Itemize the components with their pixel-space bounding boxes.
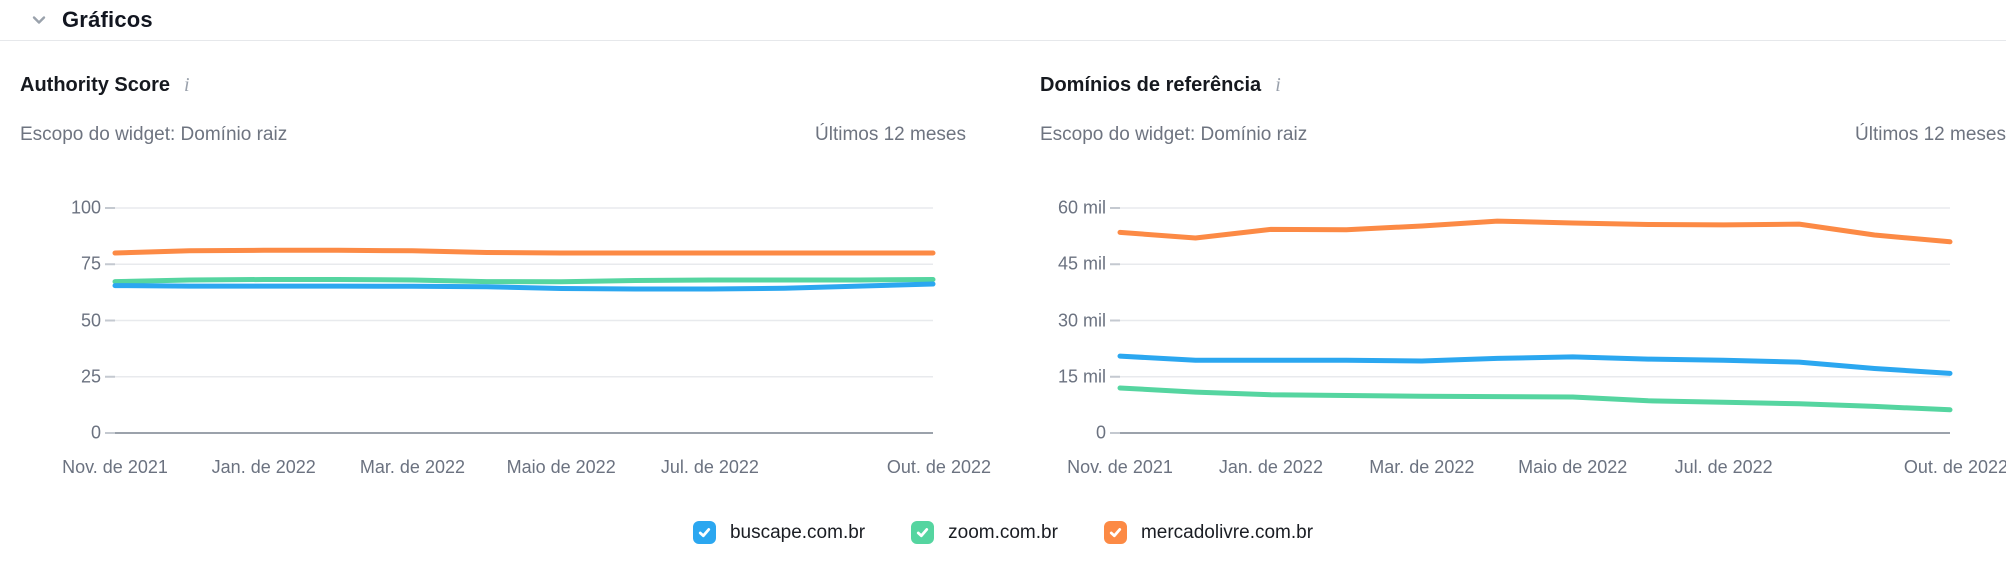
referring-domains-widget: Domínios de referência i Escopo do widge… <box>1040 71 2006 485</box>
y-axis: 100 75 50 25 0 <box>20 195 115 485</box>
y-tick-label: 50 <box>80 310 101 330</box>
y-tick-label: 30 mil <box>1057 310 1106 330</box>
x-tick-label: Jul. de 2022 <box>660 457 759 477</box>
x-tick-label: Maio de 2022 <box>506 457 616 477</box>
series-line-mercadolivre.com.br <box>112 247 936 256</box>
legend: buscape.com.br zoom.com.br mercadolivre.… <box>0 521 2006 544</box>
y-tick-label: 0 <box>90 422 101 443</box>
section-header[interactable]: Gráficos <box>0 0 2006 41</box>
y-tick-label: 25 <box>80 366 101 387</box>
series-line-buscape.com.br <box>1117 353 1953 376</box>
line-chart-canvas <box>1110 207 1953 434</box>
series-line-zoom.com.br <box>112 277 936 285</box>
widget-scope-label: Escopo do widget: Domínio raiz <box>1040 124 1308 145</box>
x-tick-label: Nov. de 2021 <box>1067 457 1173 477</box>
y-tick-label: 60 mil <box>1057 197 1106 218</box>
legend-label: mercadolivre.com.br <box>1140 521 1314 543</box>
checkbox-checked-icon[interactable] <box>692 521 716 544</box>
y-tick-label: 75 <box>80 253 101 274</box>
x-tick-label: Mar. de 2022 <box>1369 457 1475 477</box>
chevron-down-icon[interactable] <box>30 11 48 29</box>
x-tick-label: Maio de 2022 <box>1518 457 1628 477</box>
info-icon[interactable]: i <box>1275 74 1281 96</box>
plot-area: Nov. de 2021 Jan. de 2022 Mar. de 2022 Maio… <box>1067 195 2006 485</box>
x-tick-label: Jul. de 2022 <box>1674 457 1773 477</box>
plot-area: Nov. de 2021 Jan. de 2022 Mar. de 2022 Maio… <box>62 195 991 485</box>
legend-item-zoom[interactable]: zoom.com.br <box>911 521 1058 544</box>
y-tick-label: 100 <box>70 197 101 218</box>
y-tick-label: 45 mil <box>1057 253 1106 274</box>
line-chart-canvas <box>105 207 936 434</box>
legend-label: zoom.com.br <box>948 521 1058 543</box>
chart-title: Domínios de referência <box>1040 73 1262 96</box>
x-tick-label: Out. de 2022 <box>886 457 991 477</box>
series-line-mercadolivre.com.br <box>1117 218 1953 245</box>
x-axis: Nov. de 2021 Jan. de 2022 Mar. de 2022 Maio… <box>62 455 991 485</box>
series-line-buscape.com.br <box>112 281 936 292</box>
chart-title: Authority Score <box>20 73 171 96</box>
x-tick-label: Nov. de 2021 <box>62 457 168 477</box>
checkbox-checked-icon[interactable] <box>911 521 935 544</box>
x-tick-label: Jan. de 2022 <box>211 457 316 477</box>
x-tick-label: Mar. de 2022 <box>359 457 465 477</box>
legend-item-buscape[interactable]: buscape.com.br <box>692 521 866 544</box>
referring-domains-chart: 60 mil 45 mil 30 mil 15 mil 0 Nov. de 2021 Ja… <box>1040 195 2006 485</box>
y-axis: 60 mil 45 mil 30 mil 15 mil 0 <box>1040 195 1120 485</box>
section-title: Gráficos <box>62 7 153 32</box>
legend-item-mercadolivre[interactable]: mercadolivre.com.br <box>1103 521 1314 544</box>
authority-score-chart: 100 75 50 25 0 Nov. de 2021 Jan. de 2022 Mar. … <box>20 195 991 485</box>
charts-row: Authority Score i Escopo do widget: Domí… <box>0 41 2006 485</box>
x-tick-label: Out. de 2022 <box>1903 457 2006 477</box>
authority-score-widget: Authority Score i Escopo do widget: Domí… <box>20 71 991 485</box>
info-icon[interactable]: i <box>184 74 190 96</box>
y-tick-label: 0 <box>1095 422 1106 443</box>
x-axis: Nov. de 2021 Jan. de 2022 Mar. de 2022 Maio… <box>1067 455 2006 485</box>
legend-label: buscape.com.br <box>729 521 866 543</box>
widget-scope-label: Escopo do widget: Domínio raiz <box>20 124 288 145</box>
y-tick-label: 15 mil <box>1057 366 1106 387</box>
period-label: Últimos 12 meses <box>815 124 966 145</box>
series-line-zoom.com.br <box>1117 385 1953 413</box>
period-label: Últimos 12 meses <box>1855 124 2006 145</box>
x-tick-label: Jan. de 2022 <box>1218 457 1323 477</box>
checkbox-checked-icon[interactable] <box>1103 521 1127 544</box>
